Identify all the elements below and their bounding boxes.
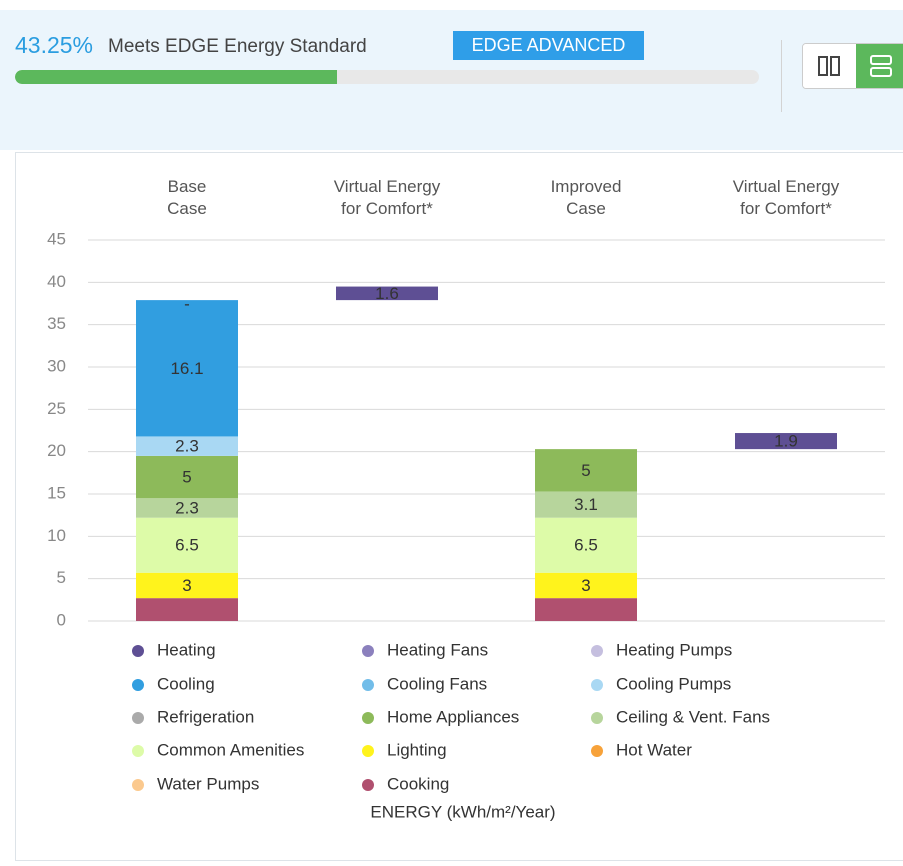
bar-segment	[136, 572, 238, 599]
y-tick-label: 40	[47, 272, 66, 291]
data-label: 3	[182, 576, 191, 595]
legend-label: Hot Water	[616, 740, 692, 759]
x-axis-label: ENERGY (kWh/m²/Year)	[370, 802, 555, 821]
legend-label: Cooking	[387, 774, 449, 793]
legend-marker	[591, 745, 603, 757]
y-tick-label: 15	[47, 483, 66, 502]
legend-label: Heating	[157, 640, 216, 659]
bar-segment	[136, 517, 238, 573]
bar-segment	[535, 491, 637, 518]
legend-marker	[591, 645, 603, 657]
button-bg	[856, 44, 903, 88]
legend-label: Cooling Pumps	[616, 674, 731, 693]
data-label: 5	[182, 468, 191, 487]
data-label: 1.9	[774, 432, 798, 451]
bar-segment	[535, 517, 637, 573]
badge: EDGE ADVANCED	[453, 31, 644, 60]
y-tick-label: 5	[57, 568, 66, 587]
data-label: 5	[581, 461, 590, 480]
category-label: Improved Case	[550, 177, 622, 218]
toggle-icons	[803, 44, 903, 88]
legend-label: Refrigeration	[157, 707, 254, 726]
legend-marker	[591, 679, 603, 691]
bar-segment	[136, 436, 238, 456]
icon	[818, 56, 828, 76]
columns-button[interactable]	[803, 44, 856, 88]
legend-marker	[362, 679, 374, 691]
bar-segment	[136, 300, 238, 437]
legend-label: Heating Pumps	[616, 640, 732, 659]
legend-marker	[132, 745, 144, 757]
view-toggle	[802, 43, 903, 89]
bar-segment	[535, 598, 637, 621]
legend-label: Home Appliances	[387, 707, 519, 726]
category-label: Virtual Energy for Comfort*	[732, 177, 840, 218]
divider	[781, 40, 782, 112]
progress-track	[15, 70, 759, 84]
y-tick-label: 0	[57, 610, 66, 629]
rows-button[interactable]	[856, 44, 903, 88]
data-label: 6.5	[175, 536, 199, 555]
data-label: 3.1	[574, 495, 598, 514]
data-label: 1.6	[375, 284, 399, 303]
bar-segment	[136, 498, 238, 518]
legend-marker	[132, 712, 144, 724]
y-tick-label: 45	[47, 229, 66, 248]
data-label: 2.3	[175, 498, 199, 517]
header-panel: 43.25% Meets EDGE Energy Standard EDGE A…	[0, 10, 903, 150]
legend-marker	[132, 645, 144, 657]
bar-segment	[136, 455, 238, 499]
bar-segment	[136, 598, 238, 621]
legend-label: Cooling Fans	[387, 674, 487, 693]
y-tick-label: 10	[47, 526, 66, 545]
bar-segment	[336, 286, 438, 301]
status: Meets EDGE Energy Standard	[108, 36, 367, 57]
data-label: -	[184, 295, 190, 314]
legend-marker	[362, 745, 374, 757]
icon	[870, 67, 892, 77]
percent: 43.25%	[15, 32, 94, 58]
legend-marker	[132, 679, 144, 691]
y-tick-label: 25	[47, 399, 66, 418]
icon	[870, 55, 892, 65]
legend-label: Heating Fans	[387, 640, 488, 659]
legend-marker	[132, 779, 144, 791]
category-label: Virtual Energy for Comfort*	[333, 177, 441, 218]
bar-segment	[735, 433, 837, 450]
bar-segment	[535, 449, 637, 492]
legend-label: Ceiling & Vent. Fans	[616, 707, 770, 726]
legend-label: Water Pumps	[157, 774, 259, 793]
data-label: 6.5	[574, 536, 598, 555]
category-label: Base Case	[167, 177, 207, 218]
legend-label: Lighting	[387, 740, 447, 759]
legend-label: Cooling	[157, 674, 215, 693]
icon	[830, 56, 840, 76]
button-bg	[803, 44, 856, 88]
bar-segment	[535, 572, 637, 599]
progress-fill	[15, 70, 337, 84]
data-label: 2.3	[175, 437, 199, 456]
legend-marker	[362, 779, 374, 791]
data-label: 16.1	[170, 359, 203, 378]
legend-label: Common Amenities	[157, 740, 304, 759]
legend-marker	[591, 712, 603, 724]
y-tick-label: 35	[47, 314, 66, 333]
y-tick-label: 30	[47, 356, 66, 375]
legend-marker	[362, 645, 374, 657]
data-label: 3	[581, 576, 590, 595]
y-tick-label: 20	[47, 441, 66, 460]
legend-marker	[362, 712, 374, 724]
